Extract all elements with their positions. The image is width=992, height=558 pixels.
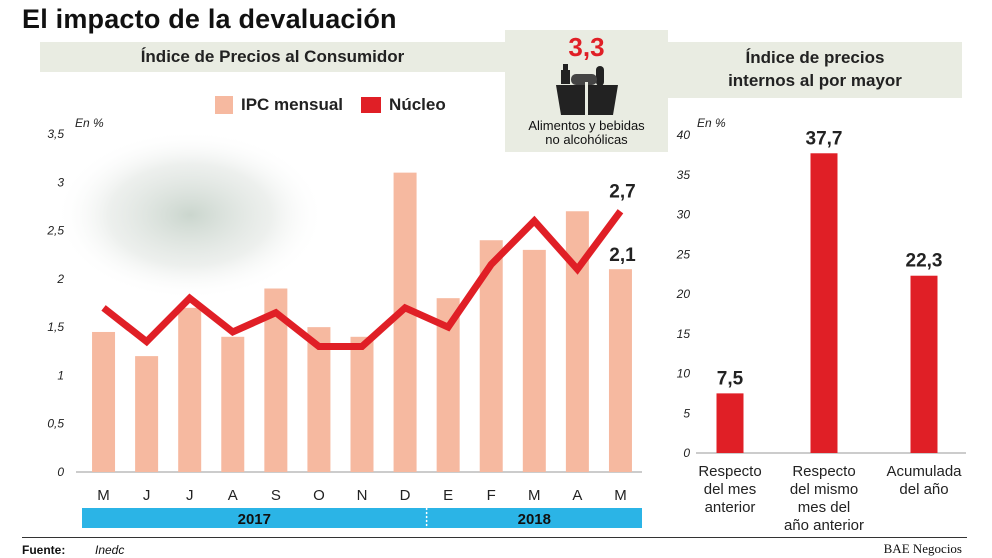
left-panel-title: Índice de Precios al Consumidor: [140, 47, 405, 66]
footer-rule: [22, 537, 967, 538]
nucleo-line: [101, 209, 624, 350]
cpi-chart: En % 0 0,5 1 1,5 2 2,5 3 3,5 2,7 2,1 M J J A S O N D E F M A M 2…: [46, 116, 642, 528]
left-x-tick-label: J: [143, 487, 151, 504]
ipc-bar: [307, 327, 331, 472]
right-x-tick-line: Respecto: [698, 463, 761, 480]
footer-credit: BAE Negocios: [883, 541, 962, 556]
callout-label-line2: no alcohólicas: [545, 132, 628, 147]
wholesale-value-label: 7,5: [717, 368, 744, 389]
wholesale-bar: [910, 275, 938, 453]
year-label: 2017: [238, 511, 271, 528]
chart-legend: IPC mensual Núcleo: [215, 92, 446, 118]
left-x-tick-label: M: [97, 487, 110, 504]
left-x-tick-label: M: [528, 487, 541, 504]
ipc-bar: [522, 249, 546, 472]
right-x-tick-line: Acumulada: [886, 463, 962, 480]
ipc-bar: [350, 336, 374, 472]
ipc-bar: [92, 331, 116, 472]
legend-label-bar: IPC mensual: [241, 95, 344, 114]
right-x-tick-line: del mes: [704, 481, 757, 498]
right-x-tick-label: Respecto del mismo mes del año anterior: [784, 463, 864, 534]
left-panel-header: [40, 42, 505, 72]
footer-label: Fuente:: [22, 543, 66, 557]
left-x-tick-label: A: [228, 487, 238, 504]
year-band: [426, 508, 642, 528]
left-y-tick-label: 3: [57, 175, 64, 189]
ipc-bar: [178, 307, 202, 472]
left-x-tick-label: E: [443, 487, 453, 504]
callout-label: Alimentos y bebidas no alcohólicas: [505, 119, 668, 147]
left-x-tick-label: M: [614, 487, 627, 504]
left-y-tick-label: 2,5: [46, 224, 64, 238]
left-y-tick-label: 0: [57, 465, 64, 479]
left-x-tick-label: N: [357, 487, 368, 504]
right-x-tick-line: mes del: [798, 499, 851, 516]
right-panel-title-line1: Índice de precios: [745, 48, 885, 67]
wholesale-value-label: 22,3: [906, 251, 943, 272]
legend-swatch-bar: [215, 96, 233, 114]
right-y-tick-label: 25: [676, 247, 691, 261]
right-y-tick-label: 20: [676, 287, 691, 301]
left-y-tick-label: 3,5: [47, 127, 64, 141]
left-x-tick-label: D: [400, 487, 411, 504]
right-x-tick-label: Acumulada del año: [886, 463, 962, 498]
right-unit-label: En %: [697, 116, 726, 130]
page-title: El impacto de la devaluación: [22, 4, 397, 34]
wholesale-bar: [810, 153, 838, 453]
left-unit-label: En %: [75, 116, 104, 130]
ipc-bar: [221, 336, 245, 472]
callout-value: 3,3: [568, 32, 605, 62]
right-y-tick-label: 30: [677, 208, 691, 222]
ipc-last-value-label: 2,1: [609, 245, 636, 266]
right-x-tick-line: Respecto: [792, 463, 855, 480]
right-y-tick-label: 10: [677, 367, 691, 381]
ipc-bar: [135, 356, 159, 472]
callout-label-line1: Alimentos y bebidas: [528, 118, 645, 133]
left-y-tick-label: 1,5: [47, 320, 64, 334]
year-label: 2018: [518, 511, 551, 528]
grocery-bag-icon: [556, 64, 618, 115]
ipc-bar: [436, 298, 460, 472]
left-y-tick-label: 1: [57, 368, 64, 382]
right-x-tick-line: del año: [899, 481, 948, 498]
left-x-tick-label: J: [186, 487, 194, 504]
ipc-bar: [608, 269, 632, 472]
food-callout: 3,3 Alimentos y bebidas no alcohólicas: [505, 30, 668, 152]
left-x-tick-label: S: [271, 487, 281, 504]
ipc-bar: [393, 172, 417, 472]
right-y-tick-label: 40: [677, 128, 691, 142]
right-panel-title-line2: internos al por mayor: [728, 71, 902, 90]
legend-label-line: Núcleo: [389, 95, 446, 114]
right-y-tick-label: 15: [677, 327, 691, 341]
year-band: [82, 508, 427, 528]
ipc-bar: [264, 288, 288, 472]
right-y-tick-label: 5: [683, 406, 690, 420]
nucleo-last-value-label: 2,7: [609, 181, 635, 202]
left-x-tick-label: A: [572, 487, 582, 504]
left-x-tick-label: O: [313, 487, 325, 504]
right-x-tick-line: año anterior: [784, 517, 864, 534]
wholesale-bar: [716, 393, 744, 453]
background-photo: [55, 130, 325, 300]
right-y-tick-label: 0: [683, 446, 690, 460]
ipc-bar: [565, 211, 589, 472]
right-x-tick-line: anterior: [705, 499, 756, 516]
left-y-tick-label: 0,5: [47, 417, 64, 431]
left-y-tick-label: 2: [56, 272, 64, 286]
footer-source: Inedc: [95, 543, 125, 557]
left-x-tick-label: F: [487, 487, 496, 504]
ipc-bar: [479, 240, 503, 472]
right-x-tick-label: Respecto del mes anterior: [698, 463, 761, 516]
wholesale-value-label: 37,7: [806, 128, 843, 149]
right-panel-header: [668, 42, 962, 98]
right-y-tick-label: 35: [677, 168, 691, 182]
right-x-tick-line: del mismo: [790, 481, 858, 498]
legend-swatch-line: [361, 97, 382, 113]
